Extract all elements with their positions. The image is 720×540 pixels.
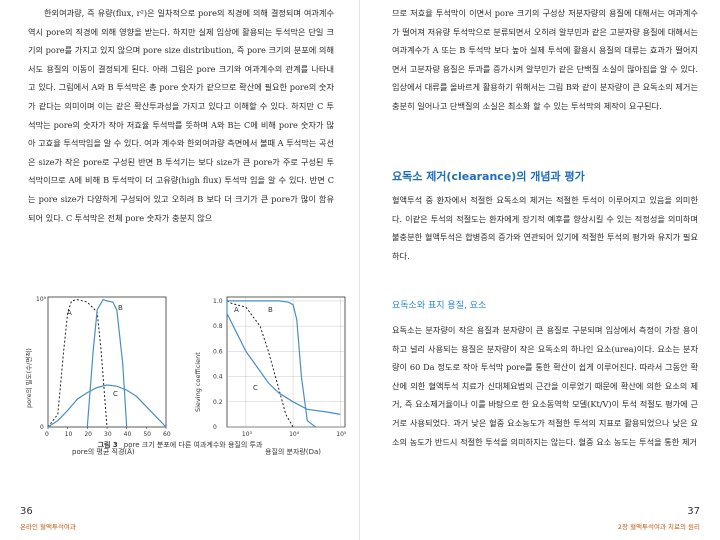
pore-plot-xtick-label: 20 [84, 431, 92, 438]
right-page-number: 37 [687, 506, 700, 517]
pore-plot-xtick-label: 60 [163, 431, 171, 438]
figure-caption-text: pore 크기 분포에 다른 여과계수와 용질의 투과 [123, 441, 263, 449]
subsection-heading-urea: 요독소와 표지 용질, 요소 [392, 301, 487, 311]
sieving-label-B: B [268, 306, 273, 314]
sieving-curve-C [226, 300, 341, 415]
pore-label-B: B [118, 304, 123, 312]
sieving-ytick-label: 0.8 [213, 323, 223, 330]
pore-plot-frame [47, 296, 167, 428]
section-heading-clearance: 요독소 제거(clearance)의 개념과 평가 [392, 170, 585, 183]
figure-caption-label: 그림 3 [97, 441, 118, 449]
page-gutter [359, 0, 360, 540]
sieving-label-C: C [253, 384, 258, 392]
sieving-ytick-label: 0.2 [213, 399, 223, 406]
pore-curve-B [86, 298, 128, 428]
pore-plot-xtick-label: 0 [45, 431, 49, 438]
sieving-plot-xlabel: 용질의 분자량(Da) [265, 447, 321, 456]
sieving-curve-B [227, 300, 316, 428]
sieving-plot-ylabel: Sieving coefficient [194, 352, 202, 412]
pore-plot-xtick-label: 30 [104, 431, 112, 438]
sieving-xtick-label: 10⁴ [289, 431, 300, 438]
pore-plot-ytick-top: 10⁹ [36, 296, 47, 303]
right-body-paragraph-2: 혈액투석 중 환자에서 적절한 요독소의 제거는 적절한 투석이 이루어지고 있… [392, 195, 698, 261]
left-running-head: 온라인 혈액투석여과 [20, 523, 76, 531]
right-body-paragraph-3: 요독소는 분자량이 작은 용질과 분자량이 큰 용질로 구분되며 임상에서 측정… [392, 325, 698, 447]
pore-curve-A [47, 299, 108, 428]
pore-plot-ylabel: pore의 밀도(수/면적) [24, 348, 33, 408]
sieving-xtick-label: 10³ [242, 431, 253, 438]
pore-plot-xtick-label: 10 [65, 431, 73, 438]
sieving-xtick-label: 10⁵ [336, 431, 347, 438]
sieving-ytick-label: 1.0 [213, 298, 223, 305]
figure-3: 10⁹ 0 pore의 밀도(수/면적) pore의 평균 직경(Å) 0 10 2… [24, 296, 347, 456]
sieving-ytick-label: 0.4 [213, 374, 223, 381]
pore-plot-xtick-label: 40 [124, 431, 132, 438]
sieving-plot-frame [226, 296, 346, 428]
sieving-curve-A [226, 300, 294, 428]
pore-plot-ytick-bottom: 0 [40, 424, 44, 431]
sieving-ytick-label: 0.6 [213, 348, 223, 355]
sieving-coefficient-plot: 1.0 0.8 0.6 0.4 0.2 0 10³ 10⁴ 10⁵ Sieving coeff… [194, 296, 347, 456]
pore-curve-C [47, 384, 167, 428]
left-page-number: 36 [20, 506, 33, 517]
pore-label-A: A [67, 309, 72, 317]
figure-caption: 그림 3 pore 크기 분포에 다른 여과계수와 용질의 투과 [0, 440, 360, 450]
left-body-paragraph: 한외여과량, 즉 유량(flux, r²)은 일차적으로 pore의 직경에 의… [28, 8, 334, 223]
pore-distribution-plot: 10⁹ 0 pore의 밀도(수/면적) pore의 평균 직경(Å) 0 10 2… [24, 296, 171, 456]
right-body-paragraph-1: 므로 저효율 투석막이 이면서 pore 크기의 구성상 저분자량의 용질에 대… [392, 8, 698, 111]
sieving-ytick-label: 0 [213, 424, 217, 431]
pore-plot-xtick-label: 50 [143, 431, 151, 438]
pore-label-C: C [113, 390, 118, 398]
sieving-label-A: A [234, 306, 239, 314]
right-running-head: 2장 혈액투석여과 치료의 원리 [617, 523, 700, 531]
pore-plot-xlabel: pore의 평균 직경(Å) [72, 447, 135, 456]
